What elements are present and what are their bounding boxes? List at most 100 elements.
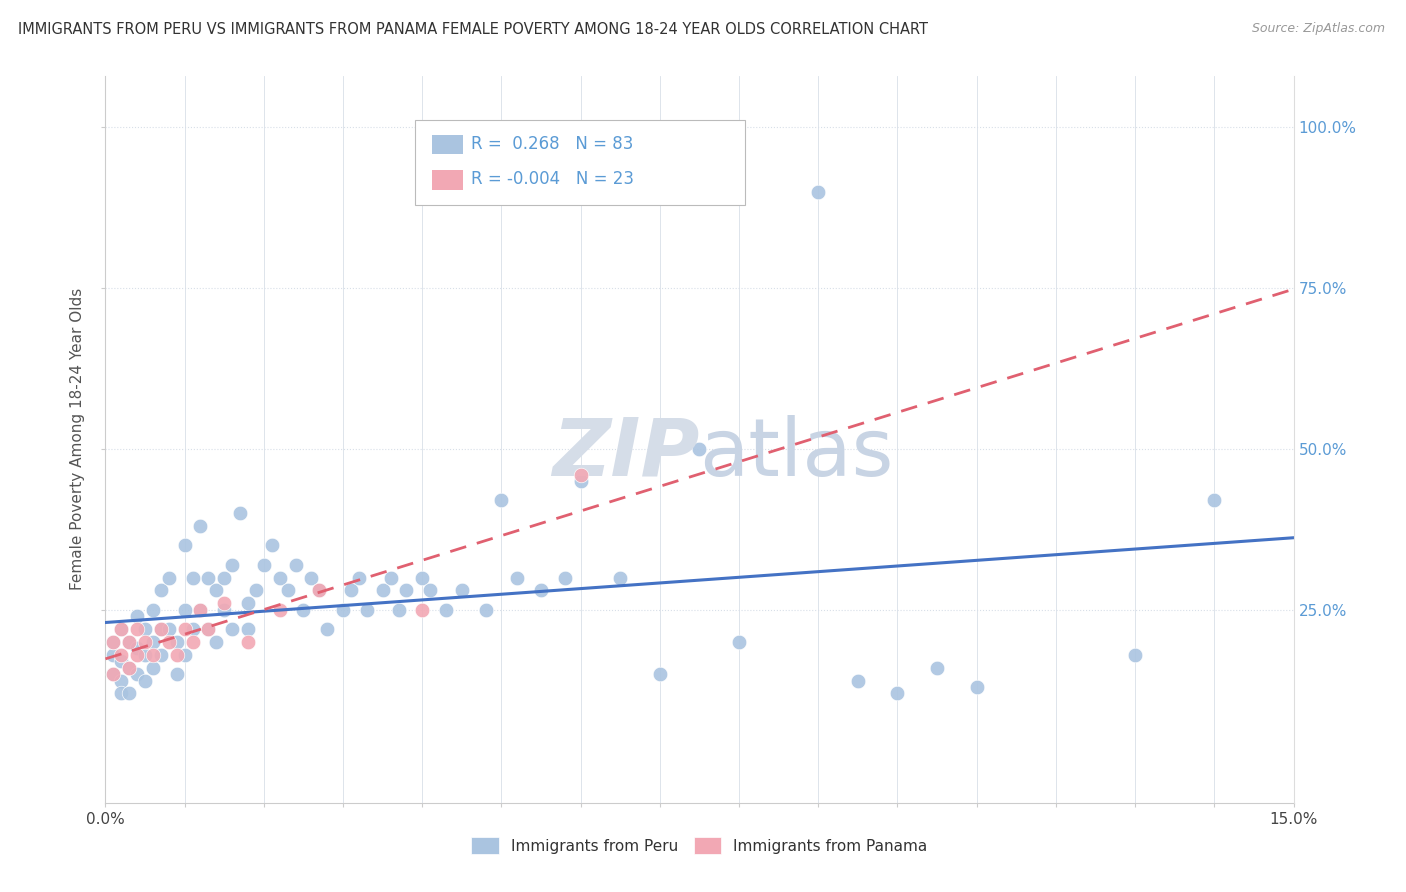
Point [214, 596, 236, 610]
Text: IMMIGRANTS FROM PERU VS IMMIGRANTS FROM PANAMA FEMALE POVERTY AMONG 18-24 YEAR O: IMMIGRANTS FROM PERU VS IMMIGRANTS FROM … [18, 22, 928, 37]
Point [229, 506, 252, 520]
Point [569, 474, 592, 488]
Point [110, 648, 132, 662]
Point [395, 583, 418, 598]
Point [554, 571, 576, 585]
Point [127, 622, 149, 636]
Point [1204, 493, 1226, 508]
Point [190, 603, 212, 617]
Y-axis label: Female Poverty Among 18-24 Year Olds: Female Poverty Among 18-24 Year Olds [70, 288, 86, 591]
Point [166, 648, 188, 662]
Point [134, 622, 156, 636]
Point [807, 185, 830, 199]
Point [127, 648, 149, 662]
Point [142, 603, 165, 617]
Point [157, 571, 180, 585]
Point [197, 622, 219, 636]
Point [380, 571, 402, 585]
Point [245, 583, 267, 598]
Point [340, 583, 363, 598]
Point [506, 571, 529, 585]
Point [269, 571, 291, 585]
Point [214, 571, 236, 585]
Point [118, 635, 141, 649]
Point [157, 622, 180, 636]
Point [434, 603, 457, 617]
Point [299, 571, 322, 585]
Point [127, 667, 149, 681]
Point [149, 648, 172, 662]
Point [728, 635, 751, 649]
Point [236, 635, 259, 649]
Point [269, 603, 291, 617]
Point [689, 442, 711, 456]
Point [221, 558, 243, 572]
Point [110, 686, 132, 700]
Point [173, 539, 195, 553]
Point [103, 635, 125, 649]
Point [127, 641, 149, 656]
Point [205, 635, 228, 649]
Point [530, 583, 553, 598]
Point [134, 635, 156, 649]
Point [387, 603, 409, 617]
Point [181, 635, 204, 649]
Point [157, 635, 180, 649]
Point [149, 622, 172, 636]
Point [205, 583, 228, 598]
Point [197, 622, 219, 636]
Point [648, 667, 671, 681]
Point [134, 673, 156, 688]
Point [450, 583, 472, 598]
Point [411, 603, 433, 617]
Point [118, 661, 141, 675]
Point [371, 583, 394, 598]
Point [118, 686, 141, 700]
Text: ZIP: ZIP [553, 415, 700, 493]
Point [569, 467, 592, 482]
Point [142, 661, 165, 675]
Point [356, 603, 378, 617]
Point [173, 603, 195, 617]
Text: Source: ZipAtlas.com: Source: ZipAtlas.com [1251, 22, 1385, 36]
Point [166, 635, 188, 649]
Text: R =  0.268   N = 83: R = 0.268 N = 83 [471, 135, 633, 153]
Point [142, 648, 165, 662]
Point [284, 558, 307, 572]
Text: R = -0.004   N = 23: R = -0.004 N = 23 [471, 170, 634, 188]
Point [118, 661, 141, 675]
Point [149, 583, 172, 598]
Point [181, 622, 204, 636]
Point [142, 635, 165, 649]
Point [966, 680, 988, 694]
Point [236, 596, 259, 610]
Point [277, 583, 299, 598]
Point [190, 603, 212, 617]
Point [308, 583, 330, 598]
Point [221, 622, 243, 636]
Point [103, 648, 125, 662]
Point [118, 635, 141, 649]
Point [1123, 648, 1146, 662]
Point [308, 583, 330, 598]
Point [173, 622, 195, 636]
Point [166, 667, 188, 681]
Point [110, 622, 132, 636]
Point [316, 622, 339, 636]
Point [103, 667, 125, 681]
Point [474, 603, 496, 617]
Point [925, 661, 948, 675]
Point [103, 635, 125, 649]
Point [214, 603, 236, 617]
Point [846, 673, 869, 688]
Point [260, 539, 283, 553]
Point [149, 622, 172, 636]
Legend: Immigrants from Peru, Immigrants from Panama: Immigrants from Peru, Immigrants from Pa… [465, 830, 934, 861]
Point [134, 648, 156, 662]
Point [173, 648, 195, 662]
Point [110, 654, 132, 668]
Point [886, 686, 908, 700]
Point [236, 622, 259, 636]
Point [197, 571, 219, 585]
Point [411, 571, 433, 585]
